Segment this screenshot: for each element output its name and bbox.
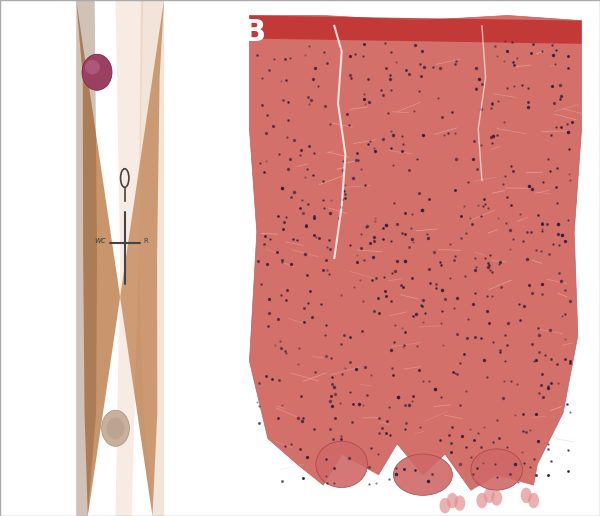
- Text: A: A: [7, 18, 31, 47]
- Text: wc: wc: [95, 235, 106, 245]
- Text: R: R: [143, 237, 148, 244]
- Polygon shape: [250, 15, 581, 490]
- Polygon shape: [250, 15, 581, 44]
- Text: B: B: [242, 18, 265, 47]
- Polygon shape: [139, 0, 164, 516]
- Circle shape: [476, 493, 487, 508]
- Circle shape: [528, 493, 539, 508]
- Ellipse shape: [471, 449, 523, 490]
- Ellipse shape: [394, 454, 452, 495]
- Circle shape: [484, 488, 495, 503]
- Circle shape: [454, 495, 466, 511]
- Ellipse shape: [101, 410, 130, 446]
- Ellipse shape: [82, 54, 112, 90]
- Polygon shape: [115, 0, 143, 516]
- Polygon shape: [76, 0, 164, 516]
- Circle shape: [447, 493, 458, 508]
- Ellipse shape: [316, 441, 368, 488]
- Ellipse shape: [85, 60, 100, 74]
- Circle shape: [439, 498, 451, 513]
- Circle shape: [491, 490, 502, 506]
- Ellipse shape: [106, 417, 125, 439]
- Polygon shape: [76, 0, 97, 516]
- Circle shape: [521, 488, 532, 503]
